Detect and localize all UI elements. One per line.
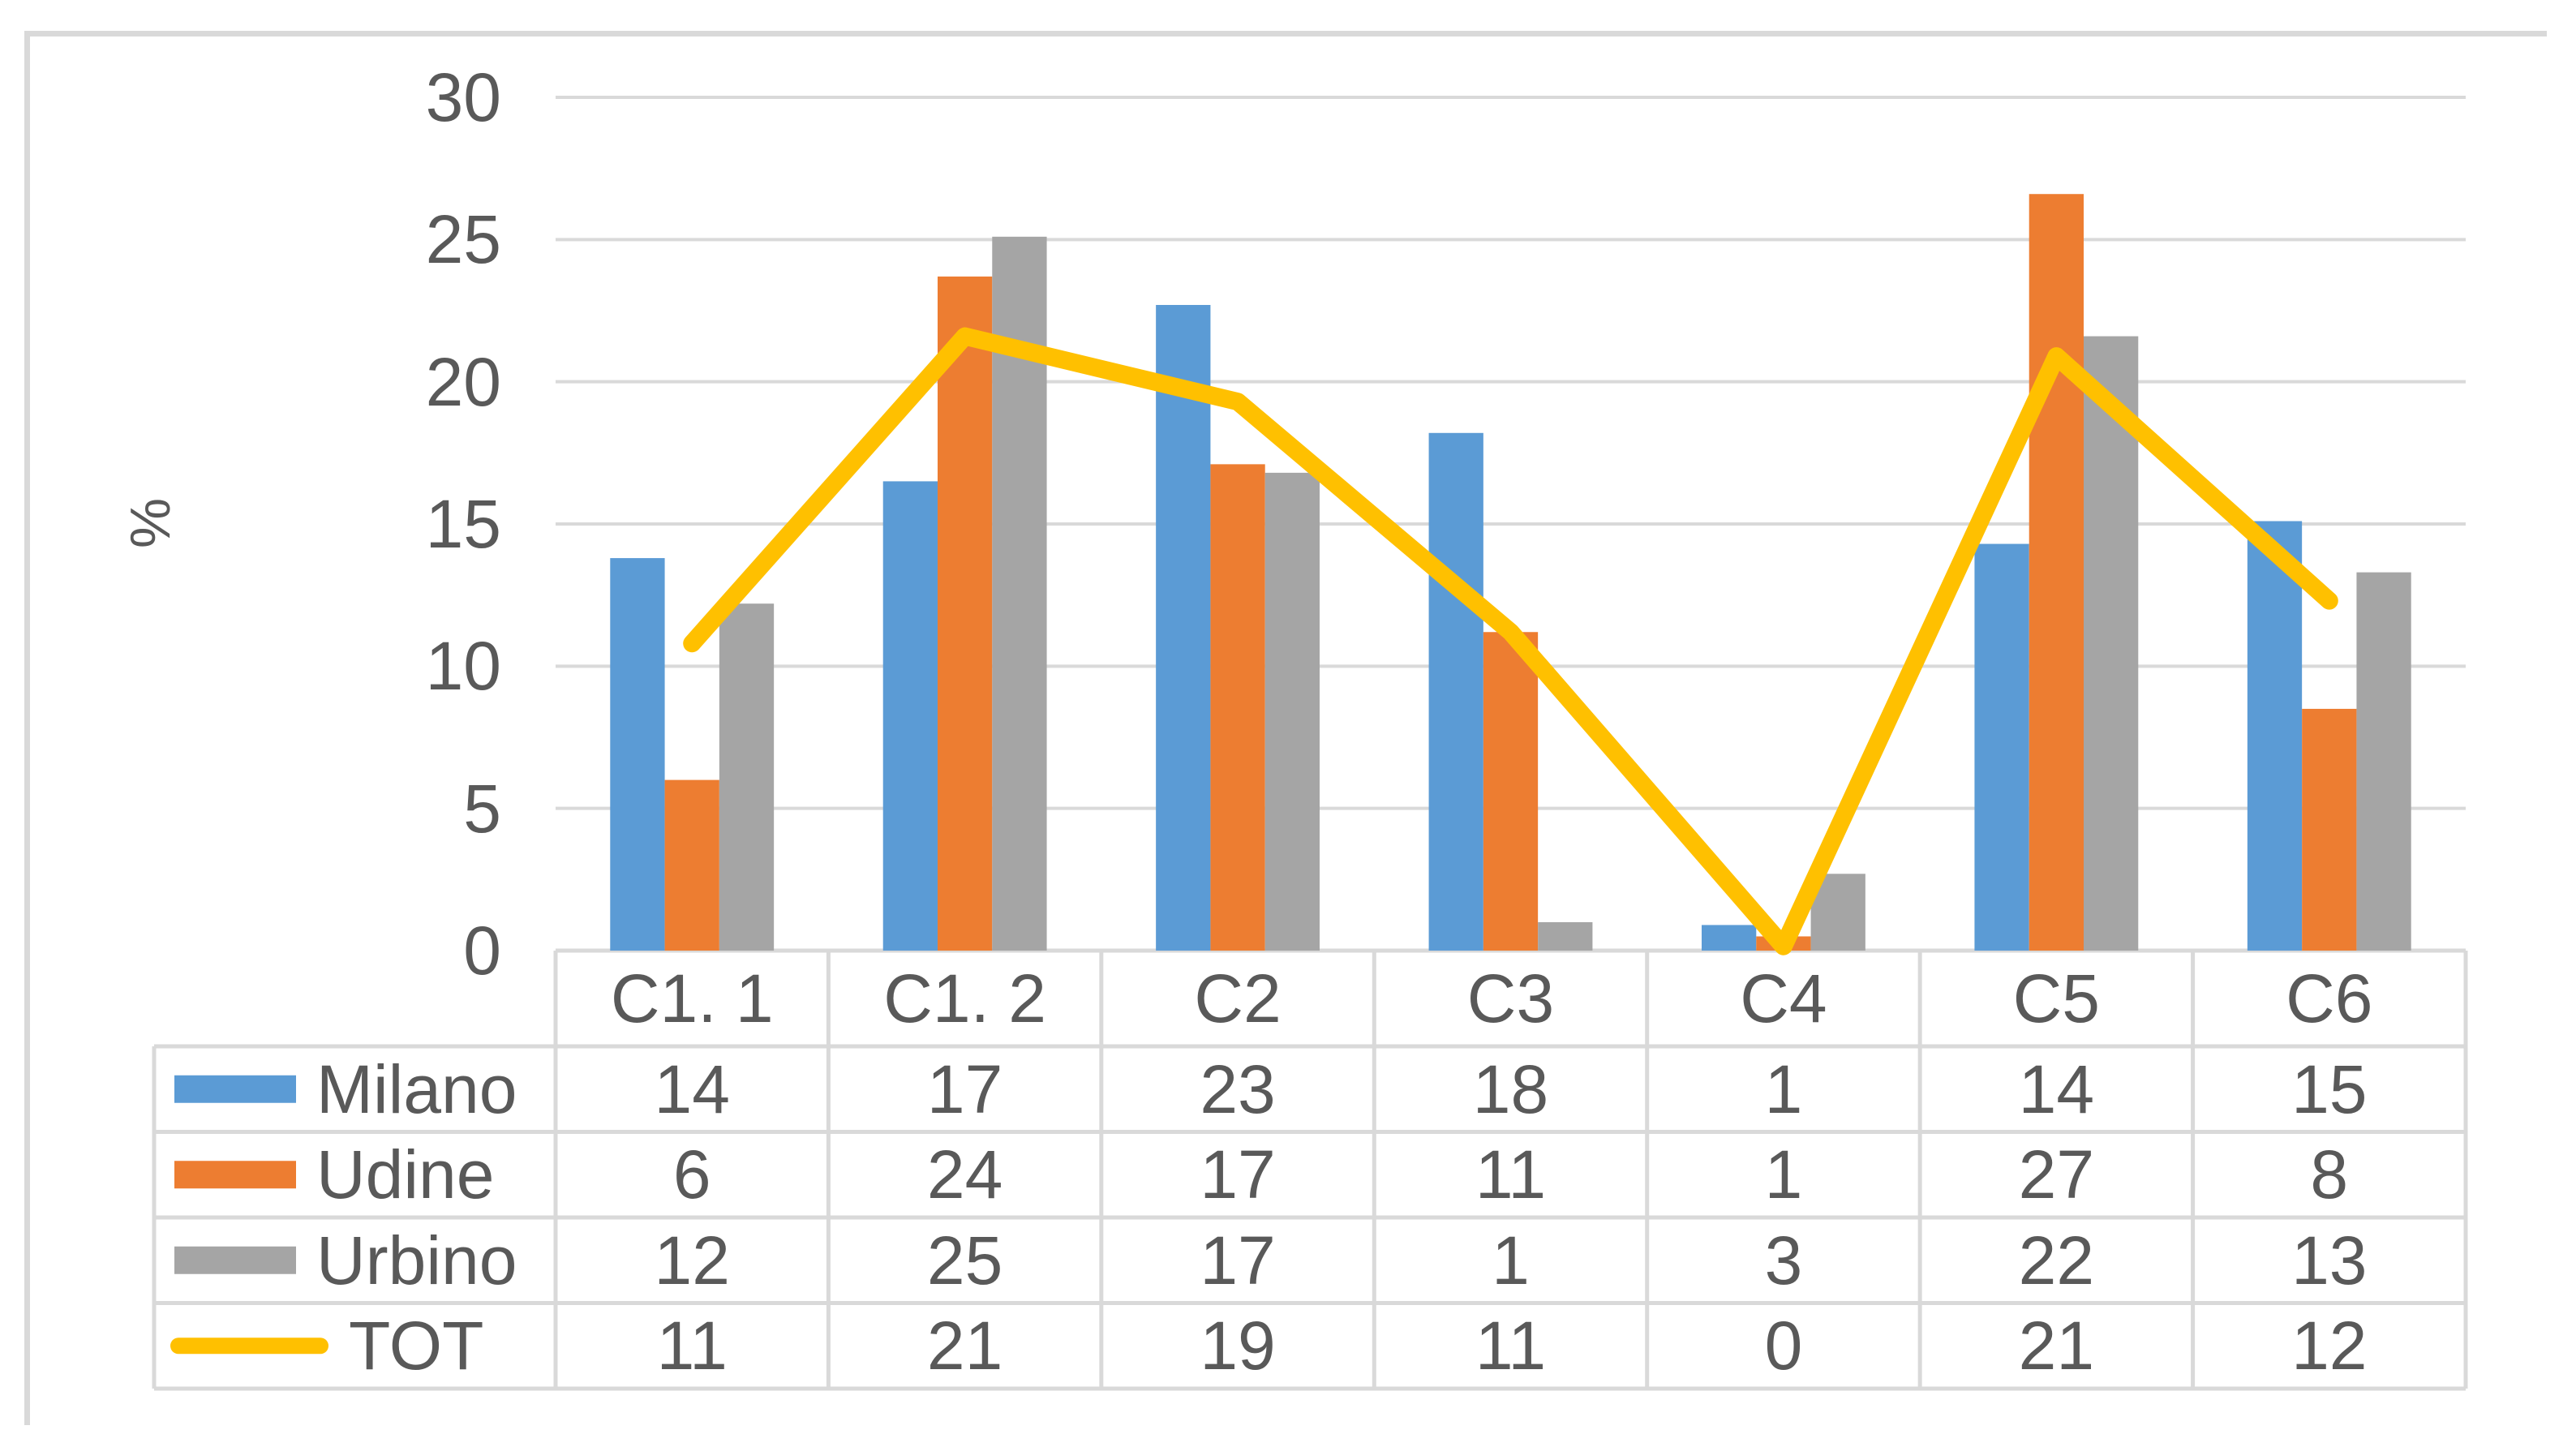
bar-urbino-c6 (2356, 572, 2411, 951)
bar-urbino-c5 (2084, 336, 2139, 951)
y-tick-30: 30 (425, 59, 501, 135)
table-cell-tot-c3: 11 (1475, 1307, 1547, 1385)
table-cell-urbino-c4: 3 (1764, 1222, 1803, 1299)
legend-swatch-urbino (174, 1246, 296, 1274)
table-cell-milano-c3: 18 (1472, 1050, 1549, 1127)
line-series-group (683, 327, 2338, 955)
table-cell-udine-c4: 1 (1764, 1136, 1803, 1213)
bars-group (610, 194, 2411, 951)
legend-swatch-milano (174, 1075, 296, 1103)
y-tick-25: 25 (425, 201, 501, 278)
table-cell-urbino-c1-2: 25 (926, 1222, 1003, 1299)
table-cell-milano-c2: 23 (1200, 1050, 1276, 1127)
legend-label-udine: Udine (316, 1136, 495, 1213)
bar-milano-c3 (1428, 432, 1483, 951)
legend-markers-group (170, 1075, 328, 1355)
category-label-c2: C2 (1194, 960, 1282, 1037)
category-label-c4: C4 (1740, 960, 1827, 1037)
bar-urbino-c1-1 (719, 603, 775, 951)
line-tot (683, 327, 2338, 955)
y-tick-20: 20 (425, 343, 501, 420)
bar-urbino-c2 (1264, 472, 1320, 951)
table-cell-tot-c1-2: 21 (926, 1307, 1003, 1385)
y-axis-title: % (118, 497, 182, 549)
table-cell-milano-c6: 15 (2291, 1050, 2368, 1127)
bar-udine-c1-1 (664, 779, 719, 951)
bar-milano-c1-2 (882, 481, 938, 951)
table-cell-udine-c2: 17 (1200, 1136, 1276, 1213)
bar-udine-c6 (2302, 708, 2357, 951)
y-tick-10: 10 (425, 628, 501, 705)
table-cell-milano-c1-2: 17 (926, 1050, 1003, 1127)
bar-udine-c5 (2029, 194, 2084, 951)
table-cell-urbino-c6: 13 (2291, 1222, 2368, 1299)
category-label-c1-2: C1. 2 (883, 960, 1047, 1037)
bar-milano-c2 (1156, 304, 1211, 951)
chart-frame (24, 31, 2547, 1425)
legend-swatch-udine (174, 1161, 296, 1189)
y-tick-15: 15 (425, 486, 501, 562)
bar-udine-c1-2 (938, 276, 993, 951)
table-cell-milano-c4: 1 (1764, 1050, 1803, 1127)
table-cell-tot-c5: 21 (2018, 1307, 2095, 1385)
bar-milano-c1-1 (610, 558, 665, 951)
bar-urbino-c3 (1538, 921, 1593, 951)
table-grid-group (152, 951, 2468, 1391)
table-cell-tot-c1-1: 11 (656, 1307, 728, 1385)
table-cell-urbino-c2: 17 (1200, 1222, 1276, 1299)
y-tick-0: 0 (463, 912, 501, 989)
table-cell-tot-c2: 19 (1200, 1307, 1276, 1385)
table-cell-urbino-c1-1: 12 (654, 1222, 730, 1299)
legend-swatch-tot (170, 1338, 328, 1355)
table-cell-udine-c1-1: 6 (672, 1136, 711, 1213)
category-label-c5: C5 (2012, 960, 2101, 1037)
bar-milano-c5 (1974, 543, 2029, 951)
table-cell-urbino-c5: 22 (2018, 1222, 2095, 1299)
bar-udine-c3 (1483, 632, 1539, 951)
legend-label-urbino: Urbino (316, 1222, 517, 1299)
legend-label-tot: TOT (349, 1307, 484, 1385)
category-label-c3: C3 (1466, 960, 1555, 1037)
legend-label-milano: Milano (316, 1050, 517, 1127)
table-cell-tot-c6: 12 (2291, 1307, 2368, 1385)
category-label-c1-1: C1. 1 (610, 960, 774, 1037)
table-cell-milano-c5: 14 (2018, 1050, 2095, 1127)
table-cell-udine-c3: 11 (1475, 1136, 1547, 1213)
table-cell-tot-c4: 0 (1764, 1307, 1803, 1385)
table-cell-udine-c1-2: 24 (926, 1136, 1003, 1213)
table-cell-udine-c6: 8 (2310, 1136, 2349, 1213)
table-cell-udine-c5: 27 (2018, 1136, 2095, 1213)
table-cell-urbino-c3: 1 (1492, 1222, 1530, 1299)
bar-milano-c4 (1702, 925, 1757, 951)
bar-milano-c6 (2247, 521, 2303, 951)
bar-udine-c2 (1210, 464, 1265, 951)
category-label-c6: C6 (2286, 960, 2373, 1037)
y-tick-5: 5 (463, 770, 501, 847)
table-cell-milano-c1-1: 14 (654, 1050, 730, 1127)
